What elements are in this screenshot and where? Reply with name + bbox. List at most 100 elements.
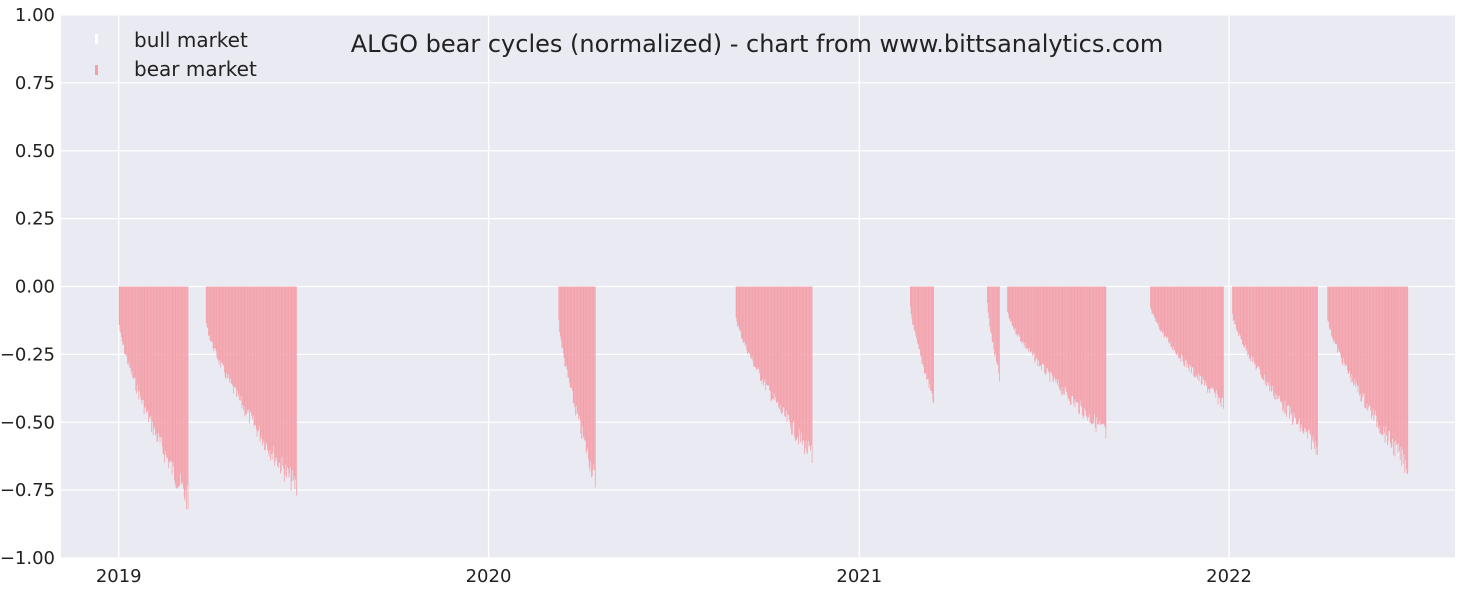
- bear-bar: [186, 286, 188, 486]
- bear-bar: [1363, 286, 1365, 395]
- bear-bar: [1297, 286, 1299, 425]
- bear-bar: [581, 286, 583, 427]
- bear-bar: [249, 286, 251, 412]
- bear-bar: [1219, 286, 1220, 399]
- bear-bar: [1052, 286, 1054, 381]
- bear-bar: [988, 286, 990, 319]
- bear-bar: [571, 286, 573, 388]
- bear-bar: [284, 286, 286, 476]
- bear-bar: [920, 286, 922, 357]
- bear-bar: [1049, 286, 1051, 383]
- bear-bar: [1400, 286, 1402, 447]
- bear-bar: [773, 286, 775, 394]
- bear-bar: [568, 286, 570, 378]
- bear-bar: [142, 286, 143, 400]
- bear-bar: [1281, 286, 1283, 404]
- bear-bar: [295, 286, 297, 480]
- bear-bar: [177, 286, 178, 489]
- bear-bar: [801, 286, 803, 445]
- bear-bar: [1292, 286, 1293, 425]
- bear-bar: [174, 286, 175, 480]
- bear-bar: [1335, 286, 1337, 344]
- bear-bar: [579, 286, 581, 421]
- bear-bar: [739, 286, 741, 331]
- bear-bar: [1048, 286, 1049, 372]
- bear-bar: [210, 286, 212, 341]
- bear-bar: [217, 286, 219, 361]
- bear-bar: [1357, 286, 1359, 393]
- legend-swatch-bear: [95, 65, 98, 75]
- bear-bar: [1203, 286, 1204, 380]
- bear-bar: [139, 286, 140, 392]
- bear-bar: [1165, 286, 1167, 336]
- bear-bar: [1337, 286, 1339, 349]
- bear-bar: [149, 286, 151, 419]
- bear-bar: [1082, 286, 1084, 419]
- bear-bar: [1347, 286, 1349, 374]
- bear-bar: [749, 286, 751, 354]
- bear-bar: [1012, 286, 1014, 326]
- bear-bar: [1179, 286, 1181, 359]
- bear-bar: [1377, 286, 1379, 429]
- bear-bar: [155, 286, 156, 436]
- bear-bar: [801, 286, 802, 433]
- bear-bar: [1332, 286, 1334, 340]
- bear-bar: [286, 286, 288, 467]
- bear-bar: [140, 286, 142, 401]
- bear-bar: [928, 286, 930, 388]
- bear-bar: [1388, 286, 1390, 432]
- bear-bar: [1080, 286, 1082, 407]
- bear-bar: [1219, 286, 1221, 404]
- bear-bar: [1074, 286, 1076, 408]
- bear-bar: [164, 286, 165, 463]
- bear-bar: [995, 286, 997, 362]
- bear-bar: [1364, 286, 1366, 408]
- bear-bar: [137, 286, 139, 391]
- bear-bar: [1089, 286, 1091, 423]
- bear-bar: [800, 286, 802, 443]
- bear-bar: [1405, 286, 1407, 470]
- bear-bar: [1329, 286, 1331, 330]
- bear-bar: [1096, 286, 1098, 418]
- bear-bar: [788, 286, 790, 420]
- bear-bar: [245, 286, 247, 415]
- bear-bar: [270, 286, 272, 461]
- bear-bar: [1191, 286, 1192, 374]
- bear-bar: [1343, 286, 1345, 364]
- bear-bar: [1286, 286, 1287, 418]
- bear-bar: [1269, 286, 1271, 392]
- bear-bar: [1260, 286, 1261, 375]
- bear-bar: [1359, 286, 1361, 394]
- y-tick-label: 1.00: [15, 5, 55, 26]
- bear-bar: [165, 286, 167, 456]
- bear-bar: [751, 286, 753, 357]
- bear-bar: [1292, 286, 1294, 423]
- bear-bar: [161, 286, 162, 438]
- bear-bar: [1086, 286, 1088, 416]
- bear-bar: [1302, 286, 1303, 431]
- bear-bar: [1362, 286, 1363, 397]
- bear-bar: [130, 286, 131, 368]
- bear-bar: [1340, 286, 1342, 358]
- bear-bar: [1081, 286, 1083, 407]
- bear-bar: [1103, 286, 1104, 425]
- bear-bar: [1043, 286, 1045, 365]
- bear-bar: [1350, 286, 1351, 378]
- bear-bar: [1395, 286, 1397, 441]
- bear-bar: [229, 286, 231, 383]
- bear-bar: [1172, 286, 1174, 347]
- bear-bar: [1060, 286, 1061, 391]
- bear-bar: [1402, 286, 1404, 464]
- bear-bar: [1026, 286, 1028, 350]
- bear-bar: [251, 286, 253, 416]
- bear-bar: [181, 286, 183, 485]
- bear-bar: [1255, 286, 1257, 370]
- bear-bar: [286, 286, 287, 478]
- bear-bar: [158, 286, 159, 434]
- bear-bar: [1153, 286, 1155, 317]
- bear-bar: [184, 286, 186, 501]
- bear-bar: [1385, 286, 1387, 426]
- bear-bar: [1393, 286, 1394, 456]
- bear-bar: [290, 286, 292, 491]
- bear-bar: [153, 286, 155, 430]
